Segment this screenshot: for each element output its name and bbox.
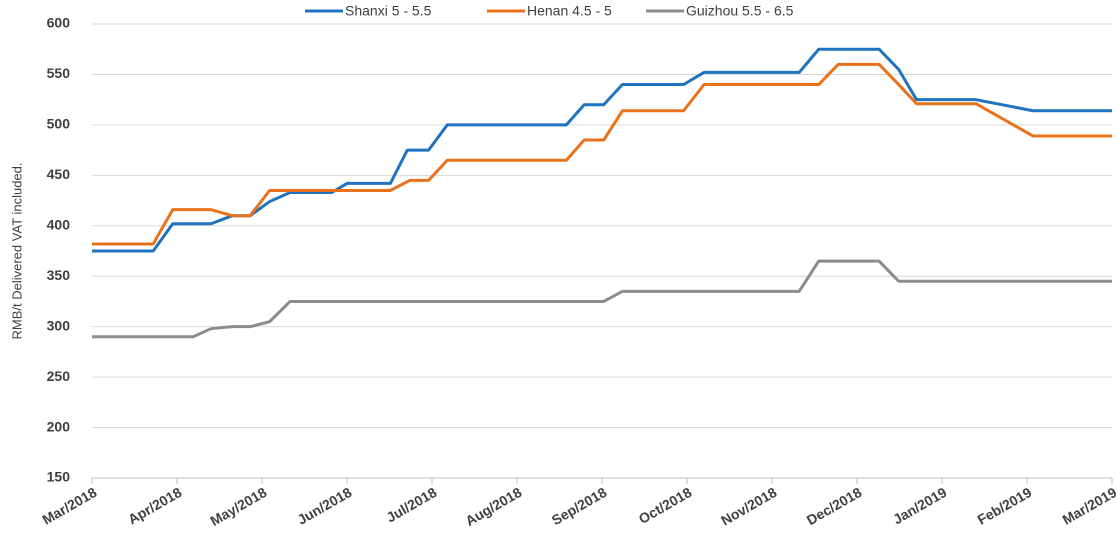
y-tick-label: 400 <box>47 216 71 232</box>
x-tick-label: May/2018 <box>207 484 269 529</box>
x-tick-label: Aug/2018 <box>462 484 524 529</box>
y-tick-label: 250 <box>47 368 71 384</box>
x-tick-label: Mar/2018 <box>39 484 99 528</box>
y-tick-label: 600 <box>47 15 71 31</box>
y-axis-label: RMB/t Delivered VAT included. <box>9 162 24 339</box>
series-line <box>92 47 1112 253</box>
y-tick-label: 350 <box>47 267 71 283</box>
y-tick-label: 550 <box>47 65 71 81</box>
x-tick-label: Apr/2018 <box>125 484 184 528</box>
legend-label: Henan 4.5 - 5 <box>527 3 612 19</box>
x-tick-label: Nov/2018 <box>718 484 779 529</box>
x-tick-label: Jan/2019 <box>890 484 949 528</box>
y-tick-label: 500 <box>47 116 71 132</box>
y-tick-label: 450 <box>47 166 71 182</box>
x-tick-label: Oct/2018 <box>636 484 695 527</box>
series-line <box>92 62 1112 246</box>
series-line <box>92 259 1112 339</box>
x-tick-label: Mar/2019 <box>1059 484 1116 528</box>
x-tick-label: Jul/2018 <box>383 484 439 526</box>
x-tick-label: Jun/2018 <box>294 484 354 528</box>
y-tick-label: 150 <box>47 469 71 485</box>
x-tick-label: Feb/2019 <box>974 484 1034 528</box>
legend-label: Guizhou 5.5 - 6.5 <box>686 3 794 19</box>
legend-label: Shanxi 5 - 5.5 <box>345 3 432 19</box>
x-tick-label: Sep/2018 <box>549 484 610 528</box>
y-tick-label: 200 <box>47 418 71 434</box>
x-tick-label: Dec/2018 <box>804 484 865 528</box>
y-tick-label: 300 <box>47 317 71 333</box>
